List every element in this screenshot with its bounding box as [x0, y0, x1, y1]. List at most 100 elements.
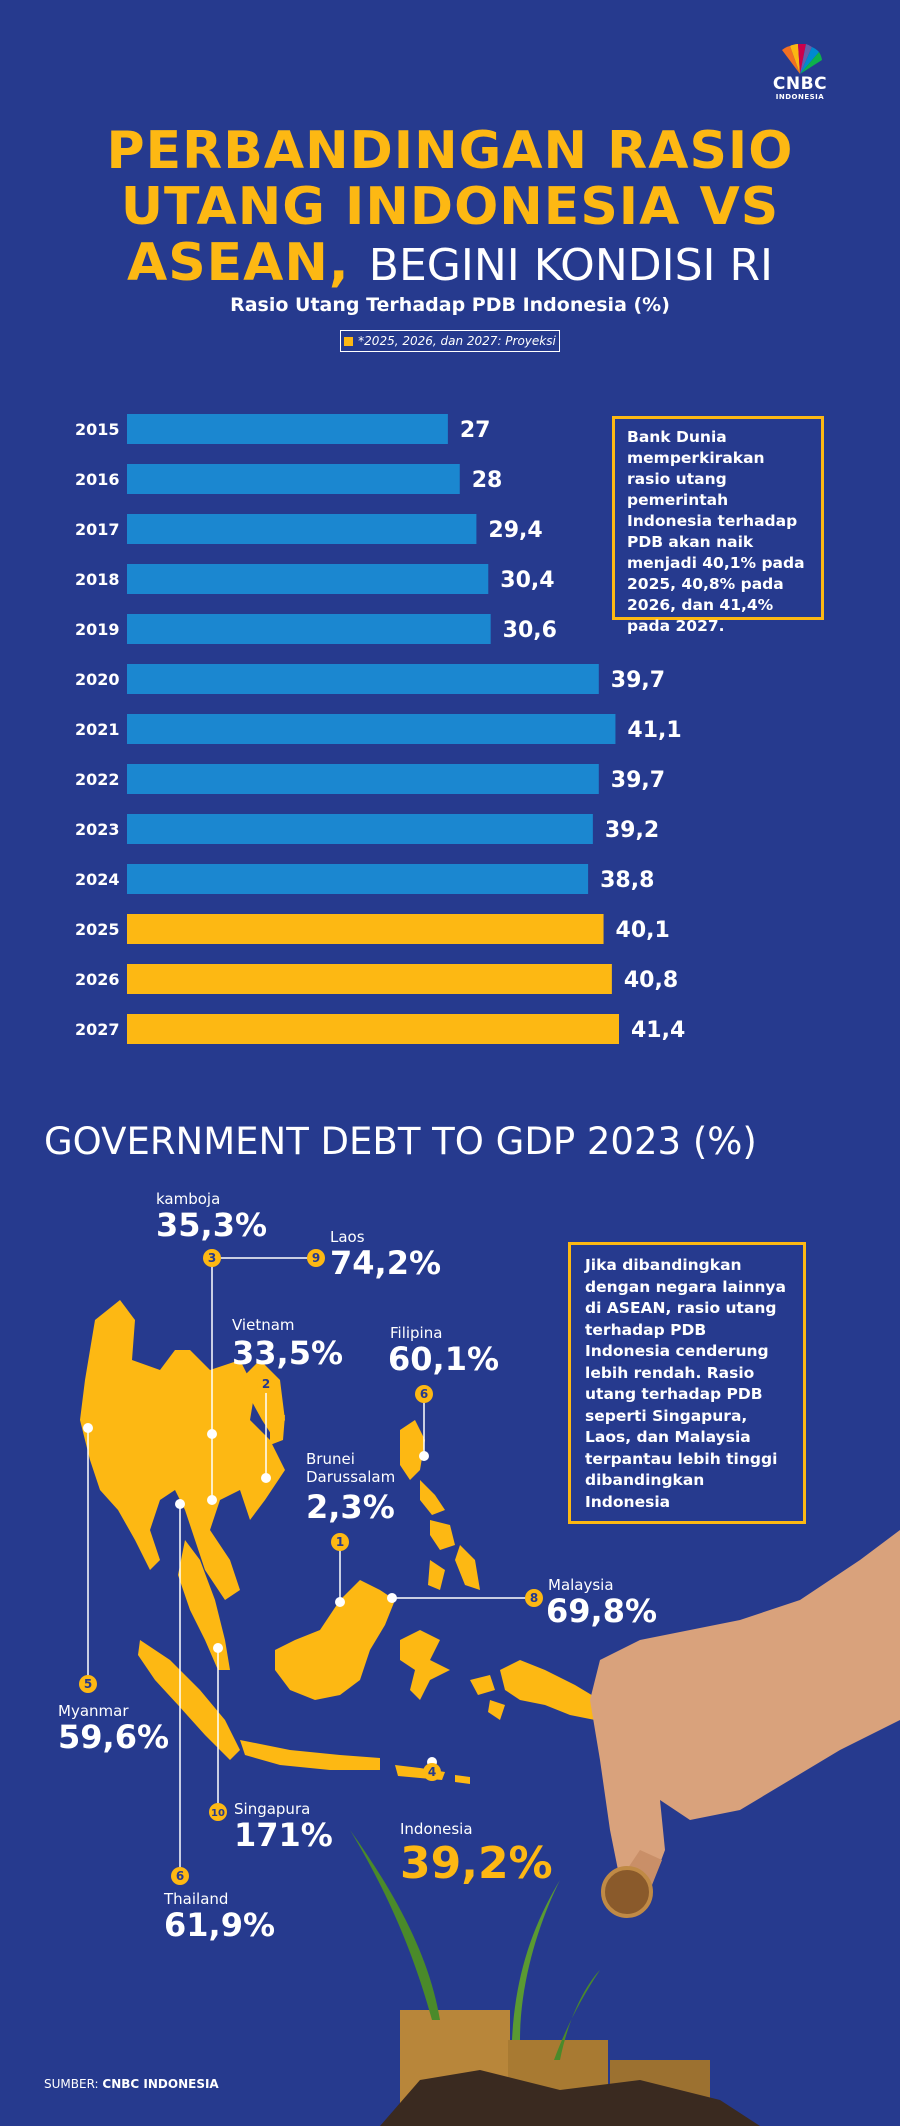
value-label-2020: 39,7 [611, 668, 665, 693]
value-label-2027: 41,4 [631, 1018, 685, 1043]
asean-map: 3 9 2 6 1 8 5 10 4 6 [79, 1249, 900, 2126]
peacock-icon [782, 44, 822, 74]
rank-badge-myanmar: 5 [79, 1675, 97, 1693]
year-label: 2020 [75, 670, 120, 689]
projection-note: *2025, 2026, dan 2027: Proyeksi [340, 330, 560, 352]
rank-badge-thailand: 6 [171, 1867, 189, 1885]
country-name-malaysia: Malaysia [548, 1576, 614, 1594]
svg-text:9: 9 [312, 1251, 320, 1265]
bar-2020 [127, 664, 599, 694]
country-value-laos: 74,2% [330, 1244, 442, 1282]
year-label: 2018 [75, 570, 120, 589]
bar-2017 [127, 514, 477, 544]
country-name-myanmar: Myanmar [58, 1702, 129, 1720]
country-name-filipina: Filipina [390, 1324, 443, 1342]
asean-note-box: Jika dibandingkan dengan negara lainnya … [568, 1242, 806, 1524]
country-name-kamboja: kamboja [156, 1190, 221, 1208]
year-label: 2015 [75, 420, 120, 439]
source-label: SUMBER: [44, 2077, 99, 2091]
year-label: 2027 [75, 1020, 120, 1039]
country-value-kamboja: 35,3% [156, 1206, 268, 1244]
map-title: GOVERNMENT DEBT TO GDP 2023 (%) [44, 1120, 757, 1163]
svg-text:3: 3 [208, 1251, 216, 1265]
country-value-singapura: 171% [234, 1816, 333, 1854]
year-label: 2024 [75, 870, 120, 889]
value-label-2017: 29,4 [488, 518, 542, 543]
rank-badge-brunei: 1 [331, 1533, 349, 1551]
rank-badges: 3 9 2 6 1 8 5 10 4 6 [79, 1249, 543, 1885]
country-name-thailand: Thailand [164, 1890, 229, 1908]
coin-stacks [380, 2010, 760, 2126]
value-label-2015: 27 [460, 418, 491, 443]
rank-badge-vietnam: 2 [257, 1375, 275, 1393]
bar-2016 [127, 464, 460, 494]
page-title-line-2: UTANG INDONESIA VS [120, 177, 780, 237]
country-value-malaysia: 69,8% [546, 1592, 658, 1630]
svg-text:4: 4 [428, 1765, 436, 1779]
value-label-2025: 40,1 [616, 918, 670, 943]
map-connectors [87, 1257, 532, 1876]
title-bold-part: ASEAN, [126, 233, 350, 293]
country-name-brunei: Brunei Darussalam [306, 1450, 396, 1486]
svg-text:6: 6 [420, 1387, 428, 1401]
country-value-indonesia: 39,2% [400, 1838, 553, 1889]
value-label-2023: 39,2 [605, 818, 659, 843]
hand-coin-illustration [590, 1530, 900, 1918]
rank-badge-filipina: 6 [415, 1385, 433, 1403]
country-name-laos: Laos [330, 1228, 365, 1246]
bar-2015 [127, 414, 448, 444]
legend-swatch [344, 337, 354, 346]
logo-sub: INDONESIA [775, 93, 825, 101]
plant-sprouts [350, 1830, 600, 2060]
debt-ratio-bar-chart: 2015 27 2016 28 2017 29,4 2018 30,4 2019 30,6 2020… [75, 414, 685, 1044]
value-label-2016: 28 [472, 468, 503, 493]
value-label-2018: 30,4 [500, 568, 554, 593]
year-label: 2022 [75, 770, 120, 789]
value-label-2024: 38,8 [600, 868, 654, 893]
value-label-2026: 40,8 [624, 968, 678, 993]
year-label: 2019 [75, 620, 120, 639]
source-credit: SUMBER: CNBC INDONESIA [44, 2077, 219, 2091]
svg-text:5: 5 [84, 1677, 92, 1691]
svg-text:10: 10 [211, 1808, 225, 1819]
bar-2019 [127, 614, 491, 644]
rank-badge-indonesia: 4 [423, 1763, 441, 1781]
source-name: CNBC INDONESIA [102, 2077, 219, 2091]
bar-2022 [127, 764, 599, 794]
value-label-2022: 39,7 [611, 768, 665, 793]
rank-badge-kamboja: 3 [203, 1249, 221, 1267]
rank-badge-singapura: 10 [209, 1803, 227, 1821]
value-label-2019: 30,6 [503, 618, 557, 643]
projection-note-text: *2025, 2026, dan 2027: Proyeksi [358, 334, 556, 348]
year-label: 2025 [75, 920, 120, 939]
country-value-myanmar: 59,6% [58, 1718, 170, 1756]
page-title-line-1: PERBANDINGAN RASIO [106, 121, 794, 181]
country-name-indonesia: Indonesia [400, 1820, 473, 1838]
bar-2025 [127, 914, 604, 944]
rank-badge-laos: 9 [307, 1249, 325, 1267]
rank-badge-malaysia: 8 [525, 1589, 543, 1607]
year-label: 2023 [75, 820, 120, 839]
logo-brand: CNBC [772, 74, 828, 94]
map-dots [83, 1423, 437, 1767]
svg-text:1: 1 [336, 1535, 344, 1549]
year-label: 2016 [75, 470, 120, 489]
country-value-filipina: 60,1% [388, 1340, 500, 1378]
value-label-2021: 41,1 [627, 718, 681, 743]
bar-2023 [127, 814, 593, 844]
year-label: 2021 [75, 720, 120, 739]
map-landmass [80, 1300, 600, 1784]
bar-2018 [127, 564, 489, 594]
bar-2027 [127, 1014, 619, 1044]
country-value-thailand: 61,9% [164, 1906, 276, 1944]
bank-note-box: Bank Dunia memperkirakan rasio utang pem… [612, 416, 824, 635]
svg-text:6: 6 [176, 1869, 184, 1883]
year-label: 2026 [75, 970, 120, 989]
country-value-vietnam: 33,5% [232, 1334, 344, 1372]
bar-2021 [127, 714, 616, 744]
svg-text:2: 2 [262, 1377, 270, 1391]
bar-2026 [127, 964, 612, 994]
country-name-vietnam: Vietnam [232, 1316, 295, 1334]
svg-text:8: 8 [530, 1591, 538, 1605]
title-thin-part: BEGINI KONDISI RI [368, 240, 774, 291]
